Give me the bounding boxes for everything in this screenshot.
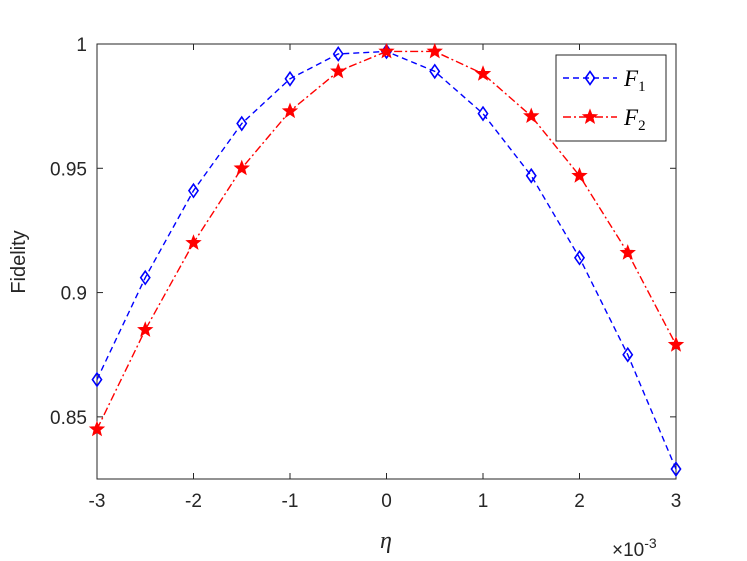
series-1-point	[525, 167, 537, 184]
series-2-point	[474, 65, 492, 81]
series-2-point	[523, 107, 540, 124]
y-tick-label: 1	[76, 35, 87, 56]
y-tick-label: 0.9	[61, 284, 87, 305]
series-2-point	[571, 167, 588, 183]
series-2-point	[137, 321, 154, 337]
x-tick-label: 1	[478, 491, 489, 512]
x-axis-exponent: ×10-3	[612, 535, 657, 561]
series-2-point	[619, 244, 636, 260]
series-1-point	[573, 249, 586, 266]
x-tick-label: -1	[282, 491, 299, 512]
y-tick-label: 0.85	[50, 408, 87, 429]
series-1-point	[477, 105, 489, 122]
legend-label-2: F2	[623, 105, 646, 134]
x-tick-label: -2	[185, 491, 202, 512]
x-tick-label: 2	[574, 491, 585, 512]
series-2-point	[330, 62, 347, 79]
series-1-point	[187, 182, 200, 199]
series-2-point	[667, 336, 685, 352]
x-tick-label: 0	[381, 491, 392, 512]
x-tick-label: 3	[671, 491, 682, 512]
y-axis-title: Fidelity	[8, 230, 30, 293]
series-2-point	[88, 420, 106, 437]
x-tick-label: -3	[89, 491, 106, 512]
legend-marker-1	[584, 70, 596, 86]
legend-box	[555, 54, 667, 142]
series-2-point	[185, 234, 202, 250]
legend-marker-2	[581, 108, 599, 124]
y-tick-label: 0.95	[50, 159, 87, 180]
series-1-point	[670, 461, 682, 477]
series-1-point	[429, 63, 441, 80]
series-1-point	[284, 70, 296, 87]
x-axis-title: η	[380, 528, 392, 554]
series-2-point	[426, 42, 443, 59]
series-1-point	[139, 269, 151, 286]
series-1-point	[332, 46, 344, 62]
series-2-point	[281, 102, 299, 119]
series-1-point	[91, 371, 103, 388]
legend-label-1: F1	[623, 66, 646, 95]
series-2-point	[378, 42, 395, 59]
series-2-point	[233, 159, 250, 176]
series-1-point	[236, 115, 248, 132]
series-1-point	[622, 346, 634, 363]
